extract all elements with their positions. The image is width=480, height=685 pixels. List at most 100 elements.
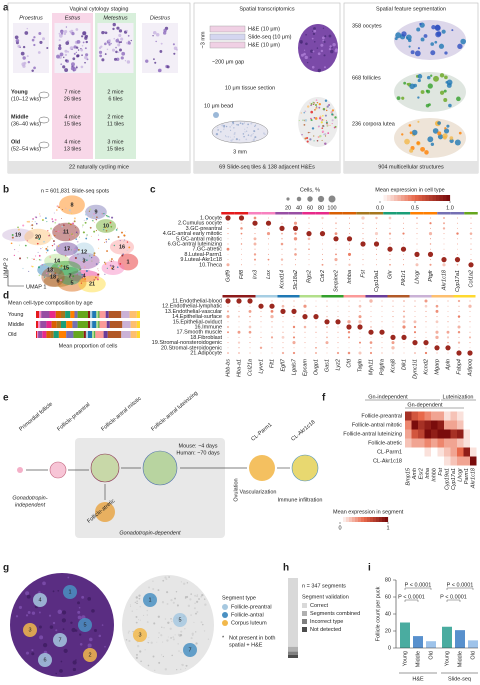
size-legend-dot bbox=[328, 195, 336, 203]
expression-dot bbox=[443, 238, 445, 240]
expression-dot bbox=[349, 248, 350, 250]
texture-dot bbox=[17, 226, 19, 228]
texture-dot bbox=[20, 51, 25, 56]
texture-dot bbox=[318, 117, 322, 120]
texture-dot bbox=[98, 270, 99, 272]
expression-dot bbox=[308, 227, 310, 229]
expression-dot bbox=[302, 314, 308, 320]
texture-dot bbox=[104, 645, 106, 648]
texture-dot bbox=[118, 33, 122, 37]
umap-cluster bbox=[73, 242, 95, 262]
expression-dot bbox=[349, 233, 350, 235]
segment bbox=[53, 633, 67, 647]
texture-dot bbox=[254, 136, 257, 139]
expression-dot bbox=[362, 259, 364, 261]
texture-dot bbox=[69, 235, 70, 237]
texture-dot bbox=[108, 43, 111, 46]
texture-dot bbox=[153, 58, 155, 61]
texture-dot bbox=[311, 127, 315, 130]
heatmap-cell bbox=[437, 447, 444, 457]
expression-dot bbox=[337, 342, 339, 344]
texture-dot bbox=[11, 236, 14, 239]
texture-dot bbox=[67, 50, 70, 53]
segmentation-label: 236 corpora lutea bbox=[352, 121, 396, 127]
expression-dot bbox=[388, 216, 392, 220]
expression-dot bbox=[304, 342, 306, 344]
gene-label: Akr1c18 bbox=[441, 269, 447, 291]
texture-dot bbox=[57, 265, 60, 268]
texture-dot bbox=[120, 41, 123, 43]
stage-label: Proestrus bbox=[19, 15, 43, 21]
group-label: Slide-seq bbox=[448, 676, 471, 682]
colorbar-step bbox=[379, 517, 383, 522]
expression-dot bbox=[389, 263, 391, 266]
expression-dot bbox=[403, 222, 404, 224]
texture-dot bbox=[176, 669, 178, 671]
texture-dot bbox=[401, 31, 407, 37]
texture-dot bbox=[58, 44, 62, 47]
texture-dot bbox=[84, 213, 88, 216]
texture-dot bbox=[56, 205, 59, 208]
composition-segment bbox=[122, 321, 131, 328]
texture-dot bbox=[131, 610, 133, 612]
texture-dot bbox=[75, 234, 77, 236]
gene-label: Lhcgr bbox=[457, 467, 463, 482]
gene-label: Serpine2 bbox=[333, 270, 339, 292]
texture-dot bbox=[183, 582, 186, 585]
count: 2 mice bbox=[107, 114, 123, 120]
texture-dot bbox=[449, 136, 454, 140]
texture-dot bbox=[223, 128, 225, 131]
texture-dot bbox=[110, 225, 113, 228]
heatmap-cell bbox=[463, 447, 470, 457]
texture-dot bbox=[118, 41, 121, 44]
expression-dot bbox=[468, 304, 472, 308]
expression-dot bbox=[259, 346, 263, 350]
texture-dot bbox=[158, 632, 160, 634]
expression-dot bbox=[293, 305, 295, 307]
expression-dot bbox=[295, 264, 296, 266]
texture-dot bbox=[48, 234, 51, 236]
texture-dot bbox=[59, 264, 61, 266]
texture-dot bbox=[139, 606, 141, 608]
expression-dot bbox=[280, 308, 286, 314]
texture-dot bbox=[38, 274, 41, 277]
umap-cluster bbox=[109, 239, 135, 255]
texture-dot bbox=[324, 99, 328, 103]
texture-dot bbox=[104, 53, 107, 55]
texture-dot bbox=[104, 273, 106, 275]
follicle-atretic bbox=[95, 502, 115, 522]
texture-dot bbox=[430, 50, 436, 56]
gene-label: Irx3 bbox=[252, 269, 258, 279]
expression-dot bbox=[292, 325, 296, 329]
legend-label: spatial + H&E bbox=[229, 642, 263, 648]
texture-dot bbox=[180, 630, 183, 633]
expression-dot bbox=[416, 259, 418, 261]
segment-label: 7 bbox=[188, 647, 191, 653]
expression-dot bbox=[227, 321, 229, 323]
texture-dot bbox=[173, 52, 176, 55]
texture-dot bbox=[89, 208, 92, 211]
expression-dot bbox=[358, 351, 362, 355]
colorbar-step bbox=[383, 195, 388, 201]
expression-dot bbox=[402, 232, 405, 235]
texture-dot bbox=[37, 51, 41, 54]
expression-dot bbox=[376, 227, 377, 229]
texture-dot bbox=[155, 32, 160, 37]
tissue-slideseq bbox=[122, 575, 214, 675]
expression-dot bbox=[457, 217, 458, 219]
texture-dot bbox=[50, 227, 53, 230]
texture-dot bbox=[81, 45, 84, 47]
expression-dot bbox=[282, 331, 284, 333]
marker-strip bbox=[244, 295, 256, 298]
heatmap-cell bbox=[444, 420, 451, 430]
texture-dot bbox=[111, 216, 114, 219]
group-label: H&E bbox=[412, 676, 424, 682]
texture-dot bbox=[236, 124, 238, 126]
significance-bracket bbox=[404, 599, 419, 602]
texture-dot bbox=[126, 241, 129, 243]
texture-dot bbox=[84, 47, 87, 50]
texture-dot bbox=[58, 39, 61, 42]
heatmap-cell bbox=[405, 447, 412, 457]
composition-segment bbox=[94, 331, 96, 338]
colorbar-step bbox=[343, 517, 347, 522]
